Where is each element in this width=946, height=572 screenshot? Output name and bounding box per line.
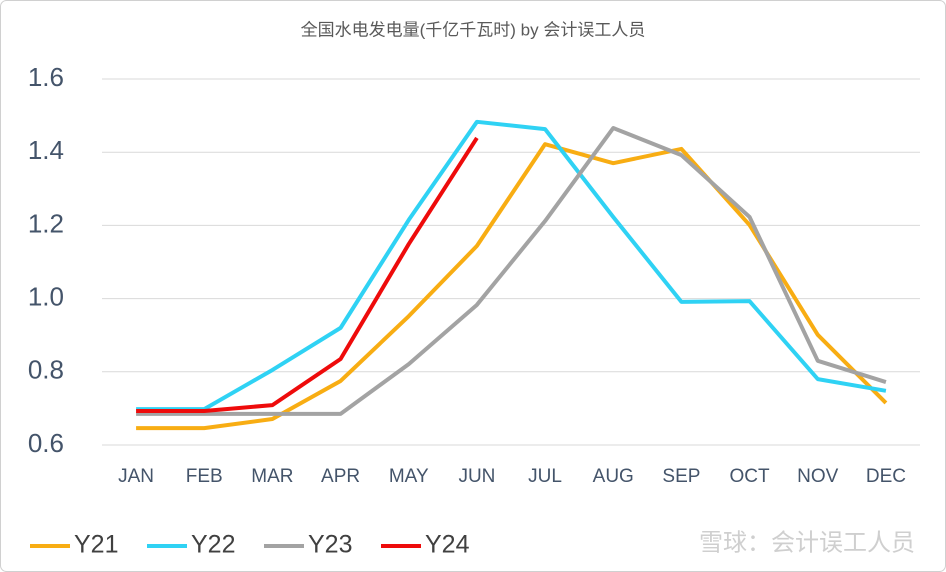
y-tick-label: 1.0 [28,281,64,311]
legend-label: Y21 [74,531,118,559]
series-line [136,126,887,416]
x-tick-label: JUL [528,466,562,487]
y-tick-label: 1.6 [28,62,64,92]
watermark: 雪球：会计误工人员 [699,529,915,556]
y-tick-label: 0.8 [28,355,64,385]
x-tick-label: AUG [593,466,634,487]
x-tick-label: SEP [662,466,700,487]
x-tick-label: JAN [118,466,154,487]
series-line [136,136,479,413]
x-tick-label: MAR [251,466,293,487]
x-tick-label: DEC [866,466,906,487]
x-tick-label: FEB [186,466,223,487]
x-tick-label: MAY [389,466,429,487]
y-tick-label: 1.2 [28,208,64,238]
y-tick-label: 0.6 [28,428,64,458]
legend-label: Y23 [308,531,352,559]
chart-title: 全国水电发电量(千亿千瓦时) by 会计误工人员 [301,20,646,39]
x-tick-label: APR [321,466,360,487]
legend-label: Y22 [191,531,235,559]
series-line [136,119,887,412]
x-tick-label: OCT [730,466,771,487]
legend-label: Y24 [425,531,470,559]
x-tick-label: NOV [797,466,839,487]
y-tick-label: 1.4 [28,135,64,165]
x-tick-label: JUN [458,466,495,487]
